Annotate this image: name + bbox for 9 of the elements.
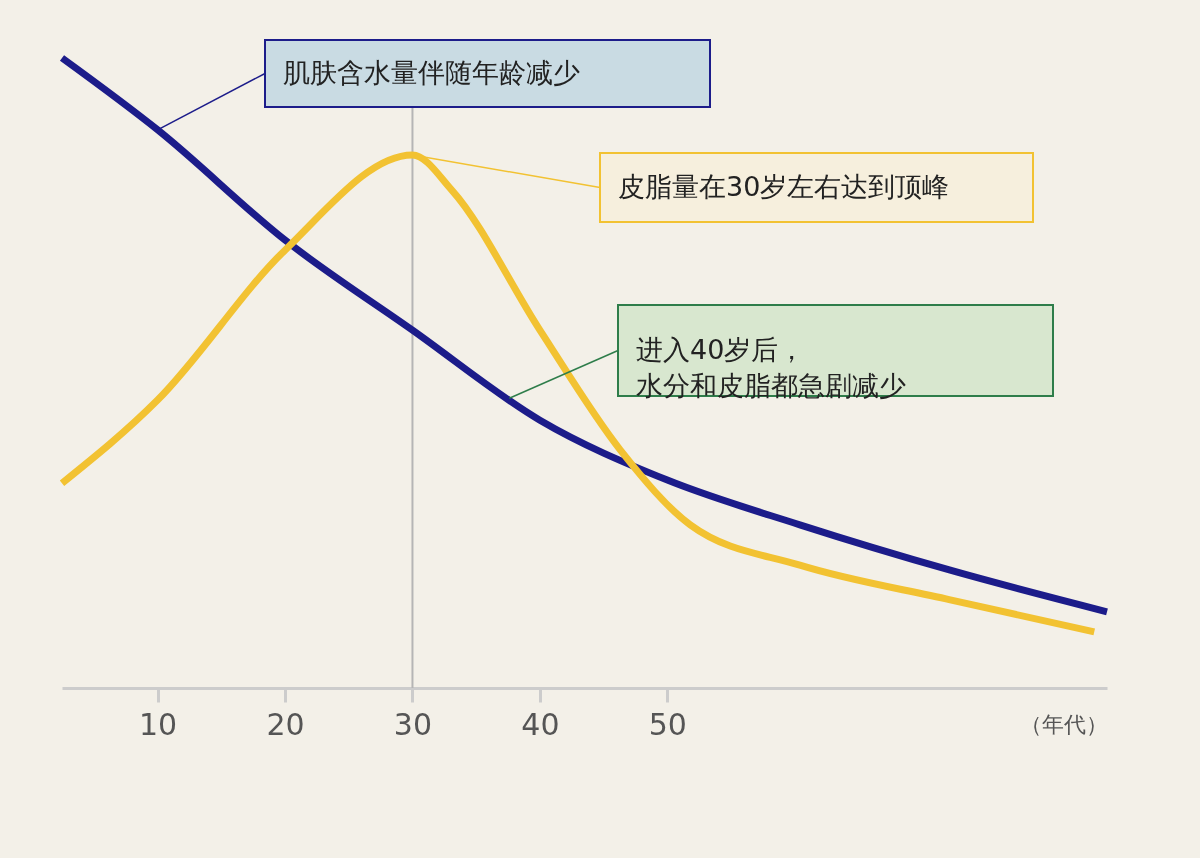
annotation: 肌肤含水量伴随年龄减少 (283, 56, 580, 88)
annotation: 进入40岁后，水分和皮脂都急剧减少 (636, 333, 906, 401)
x-axis-title: （年代） (1019, 711, 1108, 737)
annotation: 皮脂量在30岁左右达到顶峰 (618, 170, 950, 202)
x-tick-label: 50 (648, 706, 687, 742)
x-tick-label: 10 (138, 706, 178, 742)
x-tick-label: 30 (393, 706, 433, 742)
x-tick-label: 20 (266, 706, 305, 742)
x-tick-label: 40 (521, 706, 560, 742)
